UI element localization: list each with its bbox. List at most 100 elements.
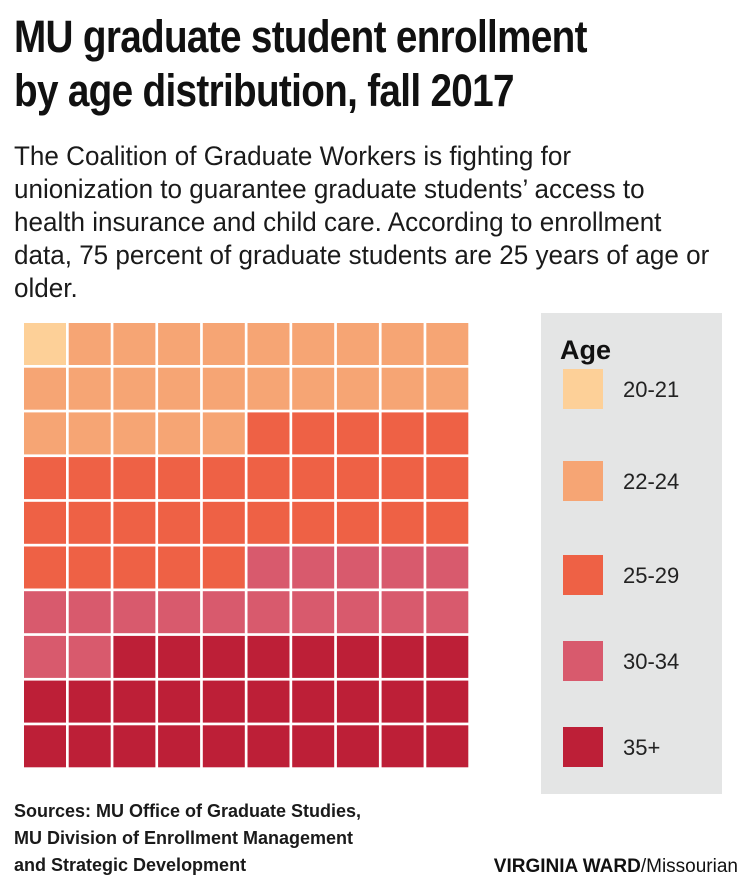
waffle-cell-25-29 <box>292 457 335 500</box>
waffle-cell-35-plus <box>426 725 469 768</box>
waffle-cell-22-24 <box>202 412 245 455</box>
waffle-cell-25-29 <box>426 501 469 544</box>
waffle-cell-25-29 <box>158 501 201 544</box>
credit-outlet: /Missourian <box>640 856 738 877</box>
waffle-cell-35-plus <box>381 680 424 723</box>
waffle-cell-30-34 <box>381 546 424 589</box>
waffle-cell-35-plus <box>336 680 379 723</box>
waffle-cell-35-plus <box>113 635 156 678</box>
sources-line: and Strategic Development <box>14 855 247 875</box>
waffle-cell-35-plus <box>24 680 66 723</box>
waffle-cell-25-29 <box>68 457 111 500</box>
waffle-cell-35-plus <box>68 680 111 723</box>
waffle-cell-22-24 <box>381 323 424 365</box>
waffle-cell-35-plus <box>292 680 335 723</box>
legend-item-25-29: 25-29 <box>563 555 723 595</box>
waffle-cell-30-34 <box>336 546 379 589</box>
waffle-cell-22-24 <box>202 367 245 410</box>
waffle-cell-35-plus <box>247 680 290 723</box>
waffle-cell-25-29 <box>68 501 111 544</box>
waffle-cell-25-29 <box>113 457 156 500</box>
waffle-cell-25-29 <box>24 546 66 589</box>
waffle-cell-25-29 <box>247 457 290 500</box>
waffle-cell-25-29 <box>202 546 245 589</box>
waffle-cell-35-plus <box>202 680 245 723</box>
waffle-cell-25-29 <box>426 457 469 500</box>
waffle-cell-25-29 <box>202 457 245 500</box>
waffle-cell-25-29 <box>68 546 111 589</box>
legend-item-30-34: 30-34 <box>563 641 723 681</box>
waffle-cell-30-34 <box>426 591 469 634</box>
waffle-cell-22-24 <box>336 367 379 410</box>
waffle-cell-30-34 <box>68 635 111 678</box>
legend-swatch <box>563 641 603 681</box>
waffle-cell-25-29 <box>336 457 379 500</box>
waffle-cell-35-plus <box>336 635 379 678</box>
waffle-cell-30-34 <box>381 591 424 634</box>
waffle-cell-22-24 <box>24 367 66 410</box>
waffle-cell-30-34 <box>336 591 379 634</box>
waffle-cell-25-29 <box>24 457 66 500</box>
legend-label: 20-21 <box>623 377 680 402</box>
credit-line: VIRGINIA WARD/Missourian <box>494 856 738 878</box>
waffle-cell-30-34 <box>426 546 469 589</box>
waffle-cell-25-29 <box>158 546 201 589</box>
waffle-cell-30-34 <box>68 591 111 634</box>
legend-swatch <box>563 727 603 767</box>
waffle-cell-25-29 <box>158 457 201 500</box>
waffle-cell-22-24 <box>158 412 201 455</box>
waffle-cell-22-24 <box>247 367 290 410</box>
waffle-cell-25-29 <box>381 501 424 544</box>
legend-label: 22-24 <box>623 469 680 494</box>
waffle-cell-35-plus <box>247 635 290 678</box>
waffle-cell-35-plus <box>336 725 379 768</box>
waffle-cell-22-24 <box>336 323 379 365</box>
waffle-cell-22-24 <box>68 412 111 455</box>
waffle-cell-25-29 <box>426 412 469 455</box>
waffle-cell-30-34 <box>202 591 245 634</box>
legend: Age 20-21 22-24 25-29 30-34 35+ <box>541 313 722 794</box>
waffle-cell-22-24 <box>68 367 111 410</box>
waffle-cell-22-24 <box>113 412 156 455</box>
waffle-cell-25-29 <box>113 546 156 589</box>
waffle-cell-35-plus <box>381 635 424 678</box>
waffle-cell-22-24 <box>68 323 111 365</box>
waffle-cell-22-24 <box>24 412 66 455</box>
waffle-cell-25-29 <box>247 412 290 455</box>
waffle-cell-30-34 <box>24 635 66 678</box>
waffle-cell-20-21 <box>24 323 66 365</box>
waffle-cell-25-29 <box>24 501 66 544</box>
legend-swatch <box>563 461 603 501</box>
waffle-cell-30-34 <box>247 546 290 589</box>
waffle-cell-22-24 <box>158 367 201 410</box>
waffle-chart <box>24 323 469 768</box>
waffle-cell-35-plus <box>247 725 290 768</box>
waffle-cell-35-plus <box>113 725 156 768</box>
waffle-cell-30-34 <box>113 591 156 634</box>
waffle-cell-35-plus <box>292 725 335 768</box>
waffle-cell-22-24 <box>202 323 245 365</box>
waffle-cell-35-plus <box>426 635 469 678</box>
waffle-cell-35-plus <box>202 725 245 768</box>
waffle-cell-25-29 <box>336 501 379 544</box>
sources-line: MU Division of Enrollment Management <box>14 828 354 848</box>
legend-title: Age <box>560 335 612 365</box>
waffle-cell-35-plus <box>202 635 245 678</box>
waffle-cell-22-24 <box>426 323 469 365</box>
waffle-cell-22-24 <box>113 323 156 365</box>
waffle-cell-25-29 <box>292 501 335 544</box>
waffle-cell-22-24 <box>158 323 201 365</box>
waffle-cell-35-plus <box>292 635 335 678</box>
waffle-cell-25-29 <box>113 501 156 544</box>
sources-line: Sources: MU Office of Graduate Studies, <box>14 801 362 821</box>
chart-title-line: by age distribution, fall 2017 <box>14 65 514 116</box>
legend-label: 35+ <box>623 735 661 760</box>
chart-subtitle: The Coalition of Graduate Workers is fig… <box>14 141 710 303</box>
waffle-cell-25-29 <box>336 412 379 455</box>
credit-name: VIRGINIA WARD <box>493 856 641 877</box>
waffle-cell-25-29 <box>292 412 335 455</box>
chart-title: MU graduate student enrollment by age di… <box>14 10 638 118</box>
waffle-cell-30-34 <box>292 591 335 634</box>
waffle-cell-35-plus <box>68 725 111 768</box>
waffle-cell-35-plus <box>113 680 156 723</box>
